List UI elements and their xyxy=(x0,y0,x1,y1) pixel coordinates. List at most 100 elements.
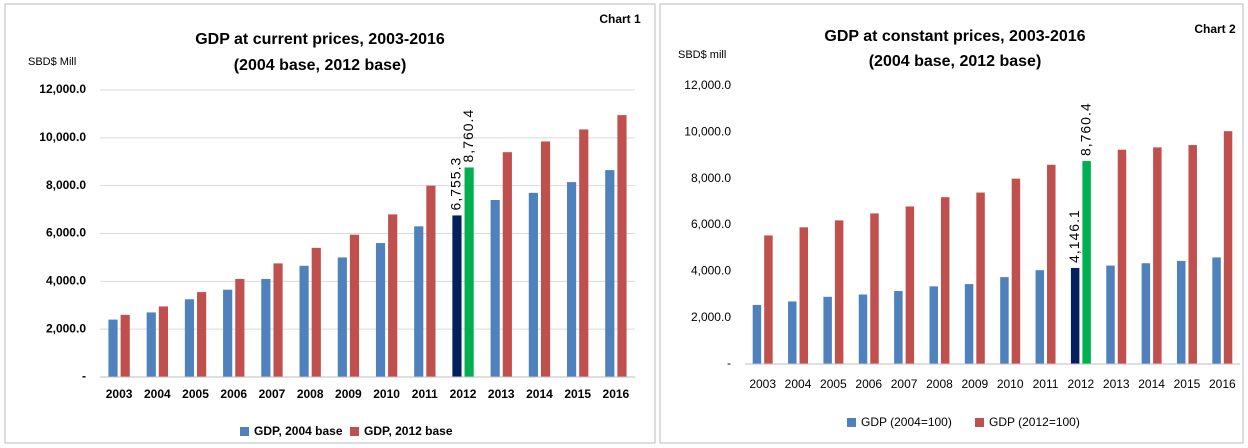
legend-swatch xyxy=(350,427,359,436)
bar xyxy=(605,170,615,377)
x-tick-label: 2013 xyxy=(1103,377,1130,391)
x-tick-label: 2008 xyxy=(297,387,324,401)
x-tick-label: 2005 xyxy=(182,387,209,401)
bar xyxy=(146,312,156,377)
x-tick-label: 2015 xyxy=(564,387,591,401)
x-tick-label: 2016 xyxy=(1209,377,1236,391)
bar xyxy=(311,247,321,377)
y-tick-label: - xyxy=(82,369,86,383)
bar xyxy=(788,301,797,364)
y-tick-label: 10,000.0 xyxy=(684,125,731,139)
y-tick-label: 2,000.0 xyxy=(691,310,731,324)
y-tick-label: 4,000.0 xyxy=(691,264,731,278)
bar xyxy=(120,314,130,377)
y-tick-label: - xyxy=(727,356,731,370)
legend-label: GDP, 2012 base xyxy=(364,424,453,438)
bar xyxy=(1000,277,1009,364)
bar xyxy=(1223,131,1233,364)
x-tick-label: 2012 xyxy=(1068,377,1095,391)
x-tick-label: 2016 xyxy=(603,387,630,401)
bar xyxy=(349,234,360,377)
bar xyxy=(1106,265,1115,364)
bar xyxy=(528,192,538,377)
bar xyxy=(235,278,245,377)
bar xyxy=(834,220,844,364)
y-tick-label: 12,000.0 xyxy=(39,82,86,96)
bar xyxy=(273,263,283,377)
bar xyxy=(452,215,462,377)
y-axis-label: SBD$ mill xyxy=(678,49,726,61)
chart-annotation: Chart 1 xyxy=(599,12,641,26)
bar xyxy=(1176,260,1186,364)
legend-swatch xyxy=(240,427,249,436)
x-tick-label: 2014 xyxy=(526,387,553,401)
bar xyxy=(540,141,551,377)
bar xyxy=(223,289,233,377)
x-tick-label: 2004 xyxy=(785,377,812,391)
x-tick-label: 2014 xyxy=(1138,377,1165,391)
bar xyxy=(158,306,168,377)
bar xyxy=(1011,178,1021,364)
y-tick-label: 6,000.0 xyxy=(691,217,731,231)
bar xyxy=(823,296,832,364)
bar xyxy=(388,214,398,377)
x-tick-label: 2007 xyxy=(259,387,286,401)
x-tick-label: 2008 xyxy=(926,377,953,391)
bar xyxy=(764,235,773,364)
bar xyxy=(464,167,474,377)
bar xyxy=(870,213,879,364)
x-tick-label: 2009 xyxy=(335,387,362,401)
x-tick-label: 2005 xyxy=(820,377,847,391)
bar xyxy=(567,182,577,377)
bar xyxy=(617,115,627,378)
bar xyxy=(197,292,207,377)
chart-annotation: Chart 2 xyxy=(1194,22,1236,36)
data-label: 8,760.4 xyxy=(1077,102,1093,156)
x-tick-label: 2011 xyxy=(1033,377,1059,391)
bar xyxy=(1082,161,1091,364)
bar xyxy=(1035,270,1045,364)
x-tick-label: 2007 xyxy=(891,377,918,391)
bar xyxy=(1188,145,1197,364)
data-label: 8,760.4 xyxy=(460,109,476,163)
bar xyxy=(752,304,762,364)
bar xyxy=(108,319,118,377)
x-tick-label: 2003 xyxy=(106,387,133,401)
bar xyxy=(1047,164,1056,364)
legend-swatch xyxy=(975,418,984,427)
bar xyxy=(337,257,347,377)
y-tick-label: 2,000.0 xyxy=(46,321,86,335)
y-tick-label: 4,000.0 xyxy=(46,274,86,288)
bar xyxy=(579,129,589,377)
bar xyxy=(1153,147,1162,364)
data-label: 4,146.1 xyxy=(1066,209,1082,263)
bar xyxy=(184,299,195,377)
bar xyxy=(490,200,500,377)
y-tick-label: 12,000.0 xyxy=(684,78,731,92)
x-tick-label: 2009 xyxy=(961,377,988,391)
y-tick-label: 6,000.0 xyxy=(46,226,86,240)
chart-title: GDP at constant prices, 2003-2016 xyxy=(824,28,1085,45)
x-tick-label: 2011 xyxy=(412,387,438,401)
bar xyxy=(799,227,809,364)
chart-frame xyxy=(659,3,1244,444)
bar xyxy=(375,243,386,377)
x-tick-label: 2013 xyxy=(488,387,515,401)
x-tick-label: 2012 xyxy=(450,387,477,401)
legend-label: GDP, 2004 base xyxy=(254,424,343,438)
bar xyxy=(894,291,903,364)
x-tick-label: 2003 xyxy=(749,377,776,391)
x-tick-label: 2006 xyxy=(220,387,247,401)
bar xyxy=(858,294,868,364)
bar xyxy=(1070,267,1080,364)
chart-title: GDP at current prices, 2003-2016 xyxy=(195,31,445,48)
x-tick-label: 2004 xyxy=(144,387,171,401)
bar xyxy=(940,197,950,364)
bar xyxy=(1141,263,1151,364)
x-tick-label: 2006 xyxy=(855,377,882,391)
bar xyxy=(261,278,271,377)
chart-subtitle: (2004 base, 2012 base) xyxy=(869,53,1042,70)
x-tick-label: 2015 xyxy=(1174,377,1201,391)
bar xyxy=(976,192,985,364)
